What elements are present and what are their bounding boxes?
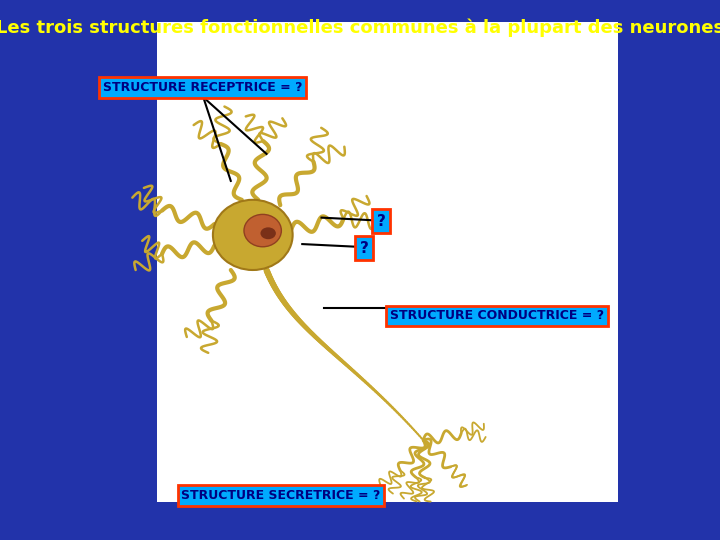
Ellipse shape xyxy=(261,227,276,239)
Text: Les trois structures fonctionnelles communes à la plupart des neurones: Les trois structures fonctionnelles comm… xyxy=(0,19,720,37)
Ellipse shape xyxy=(244,214,282,247)
Ellipse shape xyxy=(213,200,292,270)
Text: ?: ? xyxy=(377,214,385,229)
Text: ?: ? xyxy=(360,241,369,256)
Text: STRUCTURE SECRETRICE = ?: STRUCTURE SECRETRICE = ? xyxy=(181,489,381,502)
Text: STRUCTURE CONDUCTRICE = ?: STRUCTURE CONDUCTRICE = ? xyxy=(390,309,604,322)
FancyBboxPatch shape xyxy=(156,22,618,502)
Text: STRUCTURE RECEPTRICE = ?: STRUCTURE RECEPTRICE = ? xyxy=(103,81,302,94)
